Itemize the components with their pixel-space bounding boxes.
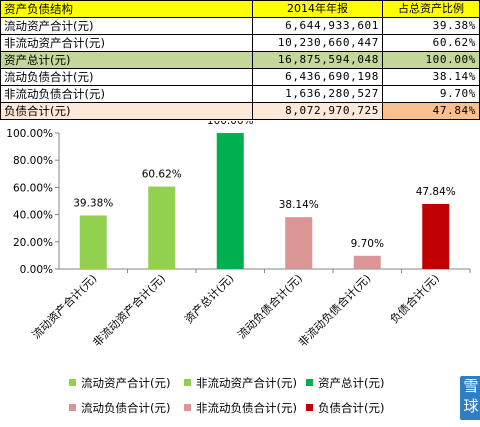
x-tick-label: 流动负债合计(元) — [234, 271, 304, 341]
row-value: 6,644,933,601 — [252, 17, 383, 35]
data-label: 47.84% — [416, 186, 456, 198]
table-row: 流动资产合计(元) 6,644,933,601 39.38% — [0, 17, 480, 35]
x-tick-label: 资产总计(元) — [182, 271, 237, 326]
legend-swatch — [69, 379, 76, 386]
y-tick-label: 60.00% — [13, 182, 53, 194]
row-label: 资产总计(元) — [0, 51, 253, 69]
row-pct: 38.14% — [382, 68, 480, 86]
x-tick-label: 负债合计(元) — [387, 271, 442, 326]
y-tick-label: 80.00% — [13, 155, 53, 167]
legend-label: 非流动资产合计(元) — [196, 376, 297, 390]
data-label: 9.70% — [351, 238, 384, 250]
data-label: 39.38% — [73, 197, 113, 209]
table-header-row: 资产负债结构 2014年年报 占总资产比例 — [0, 0, 480, 18]
header-ratio: 占总资产比例 — [382, 0, 480, 18]
row-pct: 100.00% — [382, 51, 480, 69]
row-label: 流动资产合计(元) — [0, 17, 253, 35]
balance-sheet-table: 资产负债结构 2014年年报 占总资产比例 流动资产合计(元) 6,644,93… — [0, 0, 480, 120]
row-value: 10,230,660,447 — [252, 34, 383, 52]
x-tick-label: 非流动资产合计(元) — [90, 271, 168, 349]
bar — [148, 186, 176, 269]
row-value: 16,875,594,048 — [252, 51, 383, 69]
chart-legend: 流动资产合计(元) 非流动资产合计(元) 资产总计(元) 流动负债合计(元) 非流动负债… — [0, 365, 480, 427]
y-tick-label: 20.00% — [13, 237, 53, 249]
row-label: 流动负债合计(元) — [0, 68, 253, 86]
row-value: 6,436,690,198 — [252, 68, 383, 86]
legend-label: 非流动负债合计(元) — [196, 401, 297, 415]
row-pct: 47.84% — [382, 102, 480, 120]
row-label: 非流动资产合计(元) — [0, 34, 253, 52]
bar — [216, 133, 244, 269]
data-label: 38.14% — [279, 199, 319, 211]
bar — [353, 255, 381, 269]
watermark-char: 球 — [463, 397, 479, 415]
data-label: 100.00% — [207, 121, 254, 127]
bar — [79, 215, 107, 269]
row-value: 1,636,280,527 — [252, 85, 383, 103]
row-pct: 60.62% — [382, 34, 480, 52]
row-label: 非流动负债合计(元) — [0, 85, 253, 103]
legend-swatch — [306, 404, 313, 411]
x-tick-label: 流动资产合计(元) — [29, 271, 99, 341]
table-row: 流动负债合计(元) 6,436,690,198 38.14% — [0, 68, 480, 86]
row-pct: 39.38% — [382, 17, 480, 35]
watermark-logo: 雪 球 — [460, 376, 480, 420]
row-label: 负债合计(元) — [0, 102, 253, 120]
y-tick-label: 0.00% — [20, 264, 53, 276]
table-row-total-liabilities: 负债合计(元) 8,072,970,725 47.84% — [0, 102, 480, 120]
table-row: 非流动资产合计(元) 10,230,660,447 60.62% — [0, 34, 480, 52]
bar-chart: 0.00% 20.00% 40.00% 60.00% 80.00% 100.00% 39.3… — [6, 121, 471, 349]
bar — [285, 217, 313, 269]
table-row: 非流动负债合计(元) 1,636,280,527 9.70% — [0, 85, 480, 103]
data-label: 60.62% — [142, 169, 182, 181]
header-year: 2014年年报 — [252, 0, 383, 18]
legend-label: 负债合计(元) — [318, 401, 385, 415]
legend-swatch — [184, 404, 191, 411]
legend-swatch — [184, 379, 191, 386]
legend-label: 流动资产合计(元) — [81, 376, 171, 390]
legend-swatch — [306, 379, 313, 386]
row-value: 8,072,970,725 — [252, 102, 383, 120]
y-tick-label: 40.00% — [13, 210, 53, 222]
header-structure: 资产负债结构 — [0, 0, 253, 18]
legend-label: 资产总计(元) — [318, 376, 385, 390]
x-tick-label: 非流动负债合计(元) — [295, 271, 373, 349]
row-pct: 9.70% — [382, 85, 480, 103]
legend-swatch — [69, 404, 76, 411]
bar — [422, 203, 450, 269]
watermark-char: 雪 — [463, 377, 479, 395]
table-row-total-assets: 资产总计(元) 16,875,594,048 100.00% — [0, 51, 480, 69]
y-tick-label: 100.00% — [6, 128, 53, 140]
legend-label: 流动负债合计(元) — [81, 401, 171, 415]
